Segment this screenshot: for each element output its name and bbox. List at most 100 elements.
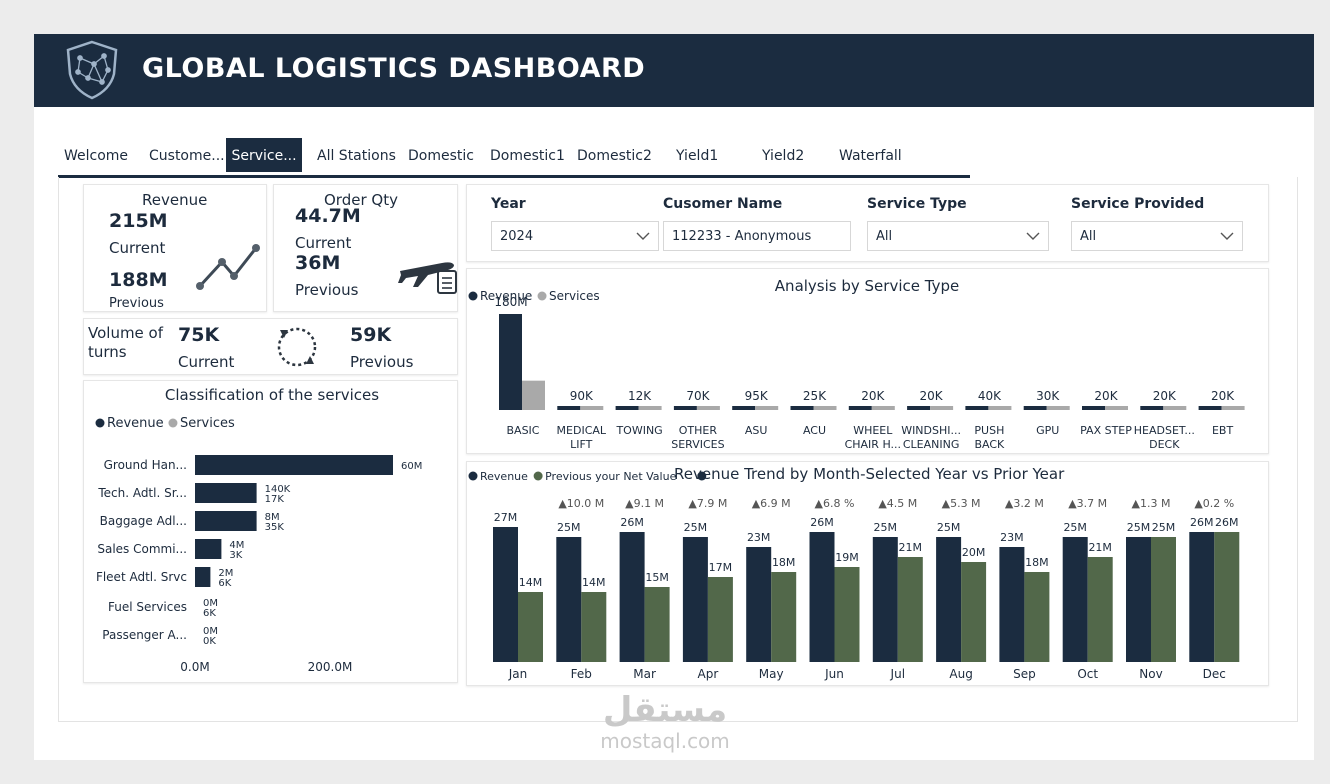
tab-8[interactable]: Yield2 [762,148,805,164]
trend-revenue-label: 25M [937,521,961,534]
watermark: مستقل mostaql.com [580,690,750,752]
analysis-category-label: CHAIR H... [845,438,901,451]
turns-kpi-card: Volume of turns 75K Current 59K Previous [83,318,458,375]
tab-4[interactable]: Domestic [408,148,474,164]
trend-previous-bar [1214,532,1240,662]
trend-change-label: ▲4.5 M [878,497,917,510]
trend-revenue-bar [1189,532,1215,662]
dashboard-frame: GLOBAL LOGISTICS DASHBOARD Welcome Custom… [34,34,1314,760]
analysis-data-label: 95K [745,389,769,403]
trend-revenue-bar [746,547,772,662]
analysis-category-label: TOWING [615,424,662,437]
tab-7[interactable]: Yield1 [676,148,719,164]
analysis-services-bar [1105,406,1128,410]
analysis-data-label: 20K [1153,389,1177,403]
trend-change-label: ▲6.9 M [752,497,791,510]
analysis-services-bar [988,406,1012,410]
watermark-arabic: مستقل [602,690,728,730]
filter-title-3: Service Provided [1071,196,1205,212]
tab-9[interactable]: Waterfall [839,148,902,164]
analysis-category-label: PUSH [974,424,1004,437]
trend-change-label: ▲9.1 M [625,497,664,510]
analysis-services-bar [696,406,720,410]
airplane-clipboard-icon [398,262,457,294]
analysis-services-bar [930,406,954,410]
trend-revenue-label: 25M [874,521,898,534]
classification-revenue-label: 8M [265,512,280,523]
trend-month-label: Jan [508,667,528,681]
tab-1[interactable]: Custome... [149,148,225,164]
filter-value-3: All [1080,229,1097,244]
trend-line-icon [196,244,260,290]
tab-6[interactable]: Domestic2 [577,148,652,164]
trend-previous-bar [1151,537,1176,662]
trend-previous-label: 18M [772,556,796,569]
analysis-revenue-bar [965,406,989,410]
analysis-category-label: DECK [1149,438,1180,451]
trend-change-label: ▲3.2 M [1005,497,1044,510]
analysis-revenue-bar [1082,406,1105,410]
analysis-data-label: 20K [1211,389,1235,403]
chevron-down-icon [1026,232,1040,240]
trend-previous-label: 21M [899,541,923,554]
analysis-category-label: ACU [803,424,826,437]
trend-previous-label: 25M [1152,521,1176,534]
trend-previous-bar [518,592,543,662]
trend-legend-label-1: Previous your Net Value [545,470,676,483]
analysis-chart: Analysis by Service Type Revenue Services 1… [468,277,1245,451]
order-qty-previous-value: 36M [295,252,341,274]
trend-previous-bar [1087,557,1113,662]
analysis-category-label: SERVICES [671,438,724,451]
turns-kpi-title-line2: turns [88,343,127,361]
analysis-services-bar [813,406,837,410]
refresh-cycle-icon [277,327,317,367]
filter-dropdown-0[interactable]: 2024 [491,221,659,251]
tab-0[interactable]: Welcome [64,148,129,164]
chevron-down-icon [636,232,650,240]
classification-legend-label-0: Revenue [107,416,164,431]
analysis-category-label: WINDSHI... [901,424,961,437]
classification-bar [195,511,257,531]
trend-legend-label-0: Revenue [480,470,528,483]
tab-5[interactable]: Domestic1 [490,148,565,164]
tab-3[interactable]: All Stations [317,148,396,164]
trend-change-label: ▲3.7 M [1068,497,1107,510]
analysis-revenue-bar [848,406,872,410]
classification-services-label: 0K [203,636,216,647]
order-qty-previous-label: Previous [295,281,359,299]
trend-previous-bar [707,577,733,662]
trend-previous-label: 19M [835,551,859,564]
trend-revenue-bar [936,537,962,662]
analysis-services-bar [638,406,662,410]
classification-category-label: Ground Han... [104,458,187,472]
analysis-category-label: MEDICAL [557,424,607,437]
trend-revenue-label: 25M [1063,521,1087,534]
trend-previous-label: 18M [1025,556,1049,569]
filter-dropdown-1[interactable]: 112233 - Anonymous Enterpris [663,221,851,251]
analysis-category-label: EBT [1212,424,1233,437]
analysis-data-label: 180M [494,295,527,309]
analysis-category-label: BASIC [507,424,540,437]
trend-revenue-bar [809,532,835,662]
watermark-latin: mostaql.com [600,729,730,753]
report-canvas: Revenue 215M Current 188M Previous Order… [58,177,1298,722]
revenue-kpi-title: Revenue [142,191,208,209]
trend-revenue-label: 26M [810,516,834,529]
classification-revenue-label: 140K [265,484,291,495]
revenue-previous-value: 188M [109,269,168,291]
analysis-revenue-bar [790,406,814,410]
filter-title-0: Year [491,196,526,212]
tab-2[interactable]: Service... [226,138,302,172]
filter-dropdown-2[interactable]: All [867,221,1049,251]
trend-previous-label: 26M [1215,516,1239,529]
trend-month-label: Jun [824,667,844,681]
analysis-data-label: 25K [803,389,827,403]
trend-revenue-bar [1062,537,1088,662]
trend-revenue-label: 26M [1190,516,1214,529]
classification-legend-dot-0 [95,418,105,428]
analysis-services-bar [871,406,895,410]
filter-dropdown-3[interactable]: All [1071,221,1243,251]
trend-change-label: ▲7.9 M [688,497,727,510]
trend-month-label: Sep [1013,667,1036,681]
classification-services-label: 6K [218,578,231,589]
